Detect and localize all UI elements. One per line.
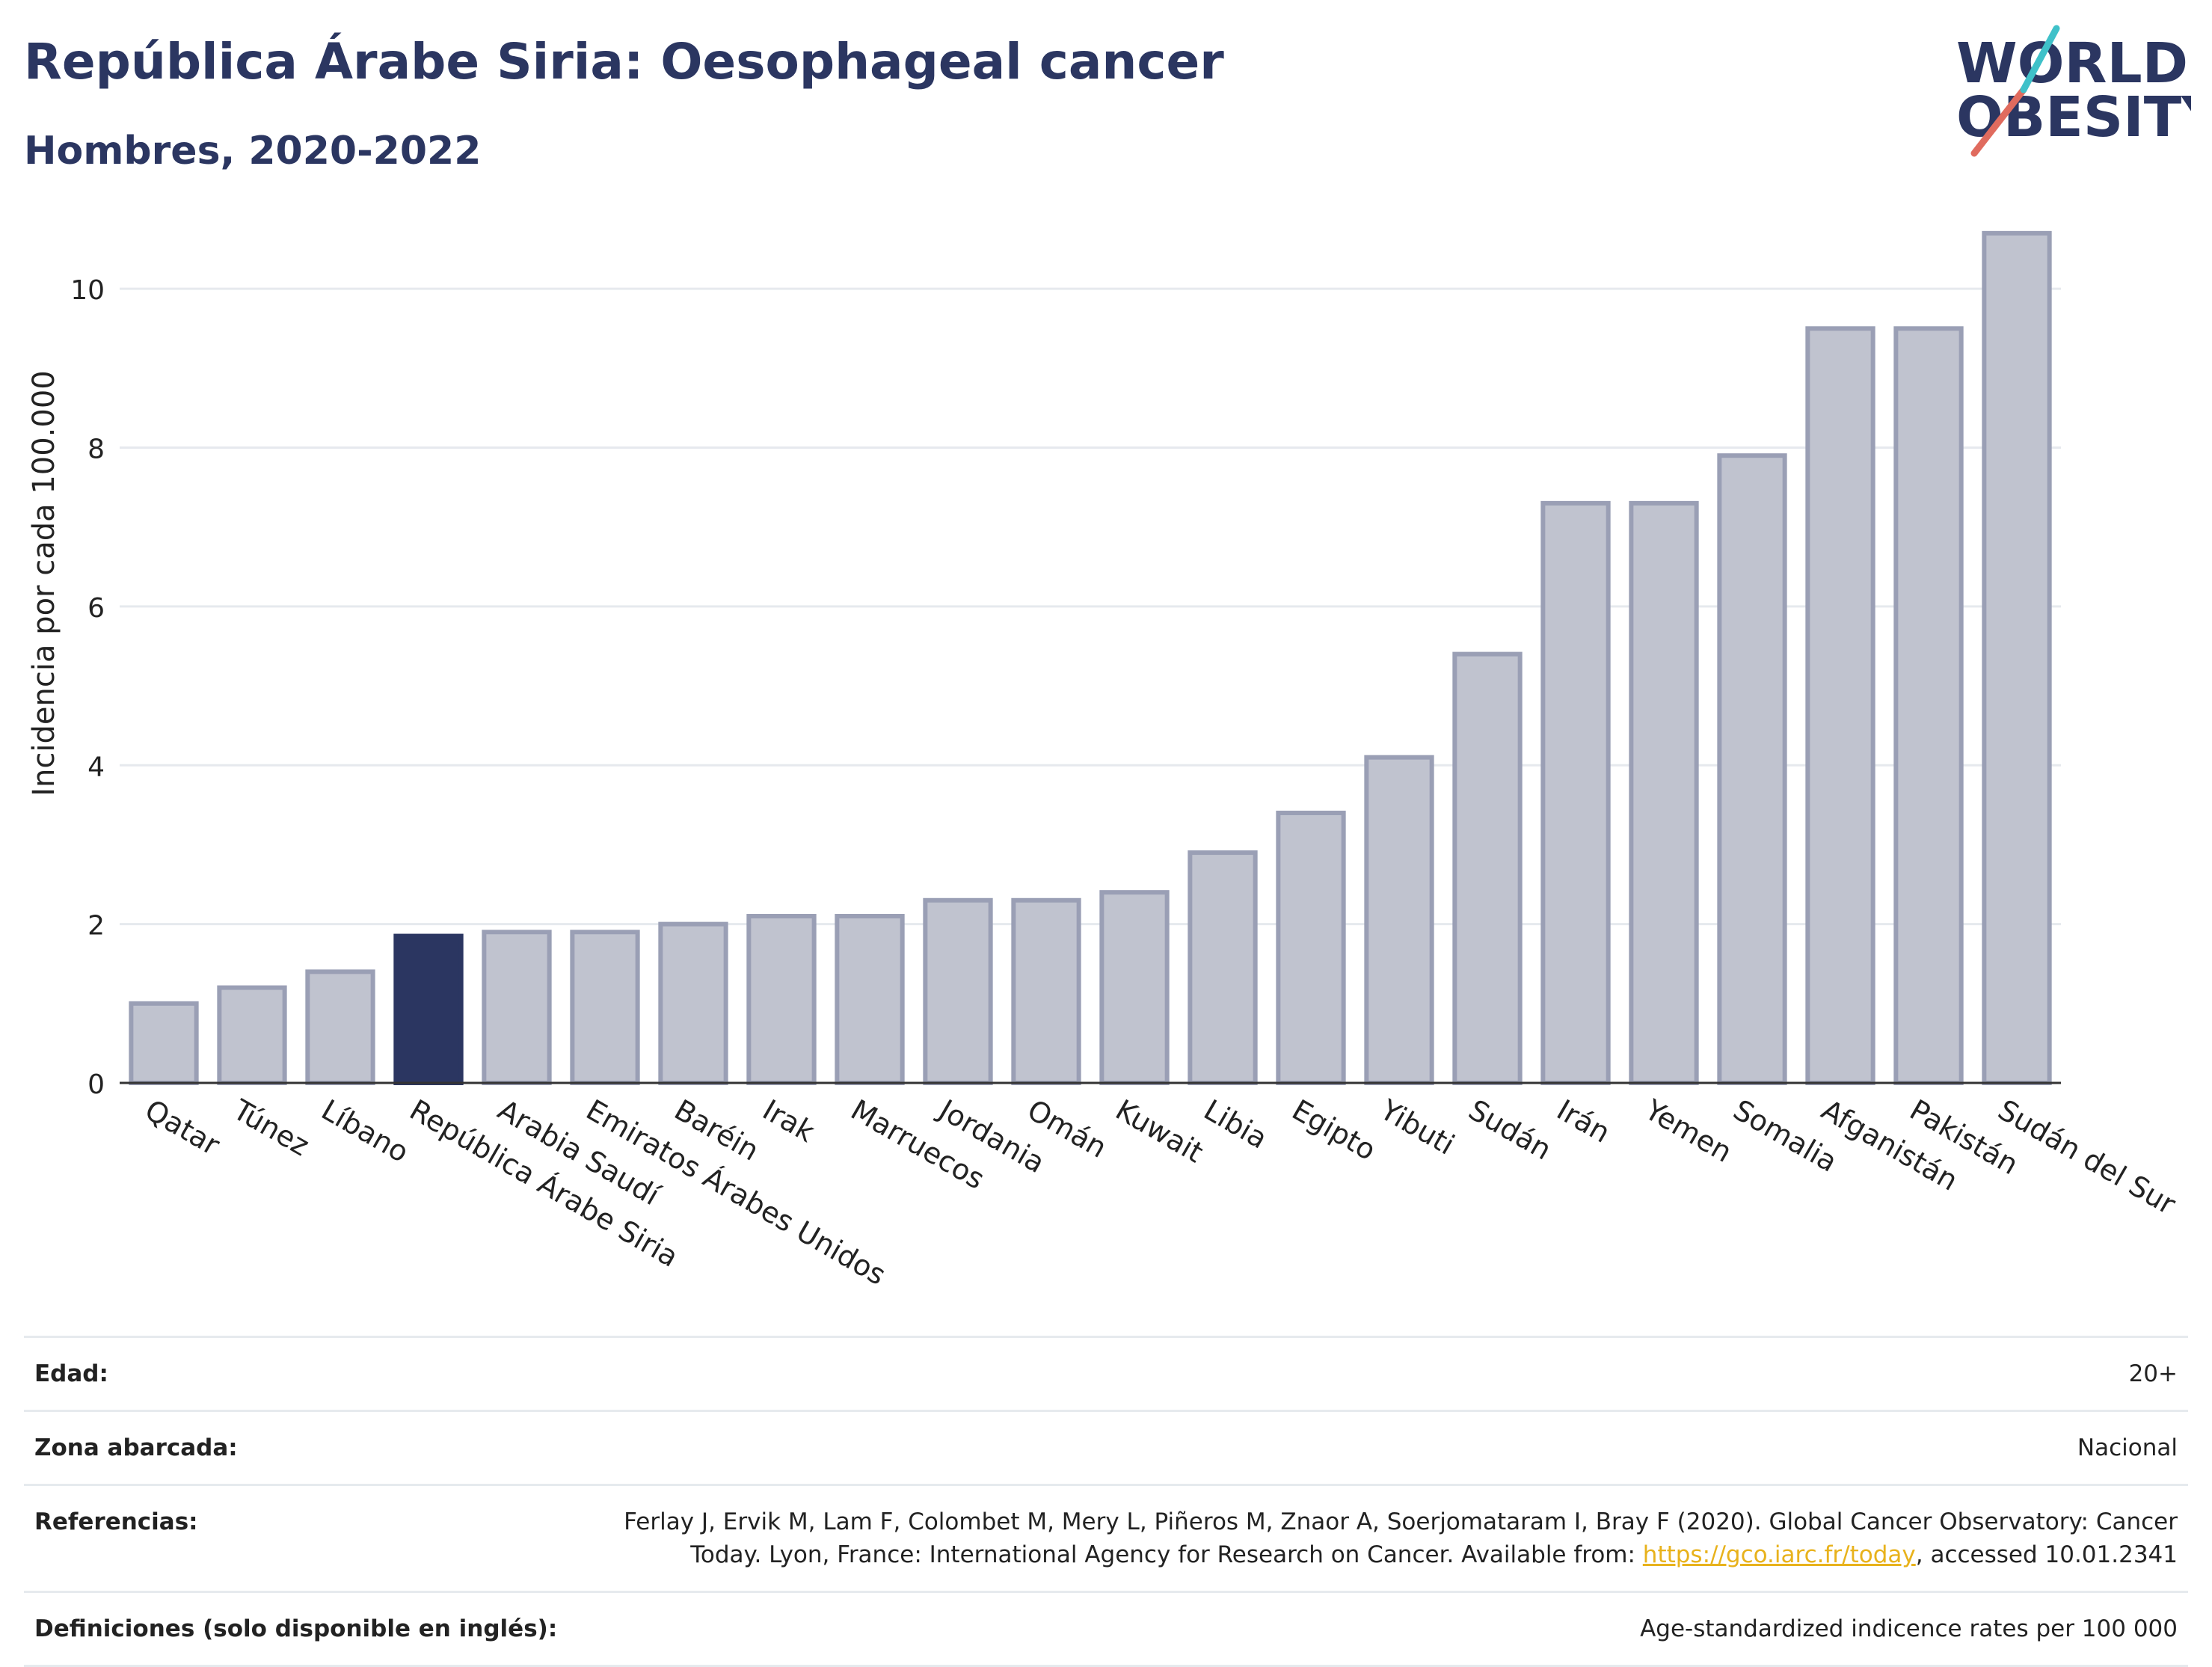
bar — [1099, 890, 1170, 1085]
x-tick-label: Egipto — [1287, 1093, 1382, 1167]
bar — [217, 985, 287, 1085]
x-tick-label: Sudán — [1463, 1093, 1558, 1167]
x-tick-label: Yemen — [1639, 1093, 1738, 1169]
y-tick-labels: 0 2 4 6 8 10 — [70, 275, 105, 1100]
chart-title: República Árabe Siria: Oesophageal cance… — [24, 33, 1224, 90]
x-tick-label: Irak — [758, 1093, 820, 1149]
logo-line-2: OBESITY — [1956, 85, 2191, 150]
bar — [1364, 755, 1434, 1085]
area-value: Nacional — [2077, 1434, 2178, 1461]
bar — [658, 921, 728, 1085]
bar — [482, 930, 552, 1085]
bar — [1452, 651, 1523, 1085]
bar — [129, 1001, 199, 1086]
bar-highlight — [393, 933, 464, 1086]
bar — [746, 914, 817, 1085]
definitions-label: Definiciones (solo disponible en inglés)… — [34, 1615, 558, 1642]
bar — [1276, 810, 1346, 1085]
x-tick-label: Kuwait — [1110, 1093, 1209, 1170]
info-row-area: Zona abarcada: Nacional — [24, 1410, 2188, 1484]
x-tick-label: Libia — [1199, 1093, 1274, 1155]
y-tick-label: 6 — [87, 593, 105, 624]
bar — [305, 969, 375, 1085]
world-obesity-logo: WORLD OBESITY — [1956, 25, 2191, 157]
logo-slash-lower — [1970, 86, 2027, 157]
info-row-age: Edad: 20+ — [24, 1336, 2188, 1410]
x-tick-label: Qatar — [140, 1093, 226, 1162]
y-tick-label: 4 — [87, 752, 105, 782]
definitions-value: Age-standardized indicence rates per 100… — [1640, 1615, 2178, 1642]
bar — [1188, 850, 1258, 1086]
y-tick-label: 2 — [87, 911, 105, 942]
bar — [1011, 897, 1081, 1085]
age-label: Edad: — [34, 1360, 108, 1387]
logo-line-1: WORLD — [1956, 31, 2188, 96]
bar — [1982, 230, 2052, 1086]
x-tick-label: Irán — [1552, 1093, 1616, 1149]
references-text: Ferlay J, Ervik M, Lam F, Colombet M, Me… — [624, 1508, 2178, 1568]
bar — [923, 897, 993, 1085]
x-tick-label: Yibuti — [1374, 1093, 1460, 1161]
y-tick-label: 0 — [87, 1069, 105, 1100]
references-link[interactable]: https://gco.iarc.fr/today — [1642, 1541, 1916, 1568]
bar — [1717, 453, 1787, 1085]
bar — [570, 930, 640, 1085]
references-accessed: , accessed 10.01.2341 — [1915, 1541, 2178, 1568]
bar — [1893, 326, 1964, 1086]
x-tick-label: Túnez — [227, 1093, 315, 1162]
bar — [1540, 500, 1611, 1085]
y-tick-label: 10 — [70, 275, 105, 306]
bar — [1629, 500, 1699, 1085]
y-axis-label: Incidencia por cada 100.000 — [27, 370, 61, 796]
bars — [129, 230, 2052, 1086]
area-label: Zona abarcada: — [34, 1434, 238, 1461]
y-tick-label: 8 — [87, 435, 105, 465]
info-row-references: Referencias: Ferlay J, Ervik M, Lam F, C… — [24, 1484, 2188, 1591]
logo-slash-upper — [2020, 25, 2060, 93]
info-row-definitions: Definiciones (solo disponible en inglés)… — [24, 1591, 2188, 1667]
bar — [835, 914, 905, 1085]
references-label: Referencias: — [34, 1508, 198, 1535]
chart-subtitle: Hombres, 2020-2022 — [24, 129, 482, 174]
info-table: Edad: 20+ Zona abarcada: Nacional Refere… — [24, 1336, 2188, 1667]
references-value: Ferlay J, Ervik M, Lam F, Colombet M, Me… — [607, 1505, 2178, 1571]
x-tick-label: Líbano — [316, 1093, 415, 1169]
bar — [1805, 326, 1875, 1086]
age-value: 20+ — [2128, 1360, 2178, 1387]
